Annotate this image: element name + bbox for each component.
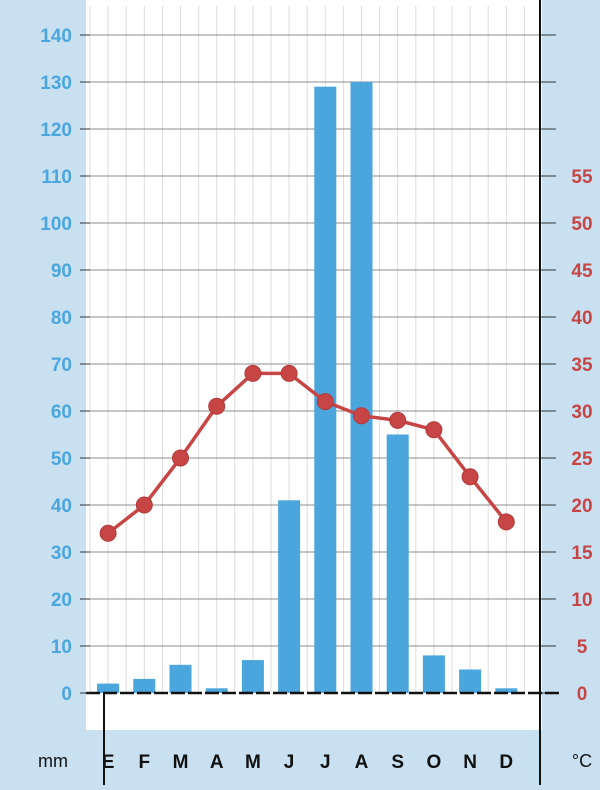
temperature-point [244, 364, 262, 382]
temperature-point [135, 496, 153, 514]
month-label: O [427, 752, 442, 773]
y-left-tick-label: 50 [51, 449, 72, 470]
label-layer: mm °C [38, 751, 592, 771]
temperature-point [389, 411, 407, 429]
y-left-tick-label: 0 [61, 684, 72, 705]
month-label: D [499, 752, 513, 773]
line-layer [99, 364, 515, 542]
y-left-tick-label: 70 [51, 355, 72, 376]
y-right-tick-label: 10 [571, 590, 592, 611]
y-left-tick-label: 40 [51, 496, 72, 517]
month-label: J [284, 752, 295, 773]
precipitation-bar [386, 434, 409, 693]
temperature-point [172, 449, 189, 467]
y-right-tick-label: 25 [571, 449, 593, 470]
month-label: F [138, 752, 150, 773]
y-right-tick-label: 50 [571, 214, 592, 235]
y-right-tick-label: 20 [571, 496, 592, 517]
precipitation-bar [133, 678, 156, 693]
y-left-tick-label: 90 [51, 261, 72, 282]
temperature-point [99, 524, 117, 542]
y-left-tick-label: 130 [40, 73, 72, 94]
temperature-point [280, 364, 298, 382]
month-label: N [463, 752, 477, 773]
y-left-tick-label: 140 [40, 26, 72, 47]
y-left-tick-label: 60 [51, 402, 72, 423]
y-left-tick-label: 20 [51, 590, 72, 611]
y-left-tick-label: 10 [51, 637, 72, 658]
y-left-tick-label: 120 [40, 120, 72, 141]
y-right-tick-label: 0 [577, 684, 588, 705]
temperature-point [425, 421, 443, 439]
y-right-tick-label: 55 [571, 167, 593, 188]
y-axis-left-label: mm [38, 751, 68, 771]
precipitation-bar [241, 660, 264, 693]
y-left-tick-label: 80 [51, 308, 72, 329]
y-axis-right-label: °C [572, 751, 592, 771]
temperature-point [353, 407, 370, 425]
month-label: J [320, 752, 331, 773]
plot-background [86, 0, 542, 730]
y-right-tick-label: 30 [571, 402, 592, 423]
month-label: S [391, 752, 404, 773]
month-label: A [355, 752, 369, 773]
temperature-point [497, 513, 515, 531]
axis-layer: 0 10 20 30 40 50 60 70 80 90 100 110 120 130 140 0 5 10 15… [40, 0, 593, 785]
precipitation-bar [169, 664, 192, 693]
y-right-tick-label: 15 [571, 543, 593, 564]
y-right-tick-label: 45 [571, 261, 593, 282]
bar-layer [97, 82, 518, 693]
temperature-line [107, 371, 508, 535]
y-right-tick-label: 35 [571, 355, 593, 376]
temperature-point [208, 397, 226, 415]
precipitation-bar [422, 655, 445, 693]
month-label: M [245, 752, 261, 773]
month-label: M [173, 752, 189, 773]
temperature-point [316, 393, 334, 411]
axis-strip-background [0, 730, 600, 785]
y-right-tick-label: 40 [571, 308, 592, 329]
y-left-tick-label: 110 [41, 167, 72, 188]
grid-layer [89, 6, 540, 693]
temperature-point [461, 468, 479, 486]
month-label: A [210, 752, 224, 773]
precipitation-bar [495, 688, 518, 693]
y-left-tick-label: 100 [40, 214, 72, 235]
precipitation-bar [314, 86, 337, 693]
precipitation-bar [350, 82, 373, 693]
precipitation-bar [97, 683, 120, 693]
y-right-tick-label: 5 [577, 637, 588, 658]
precipitation-bar [278, 500, 301, 693]
precipitation-bar [205, 688, 228, 693]
precipitation-bar [459, 669, 482, 693]
y-left-tick-label: 30 [51, 543, 72, 564]
month-label: E [102, 752, 115, 773]
